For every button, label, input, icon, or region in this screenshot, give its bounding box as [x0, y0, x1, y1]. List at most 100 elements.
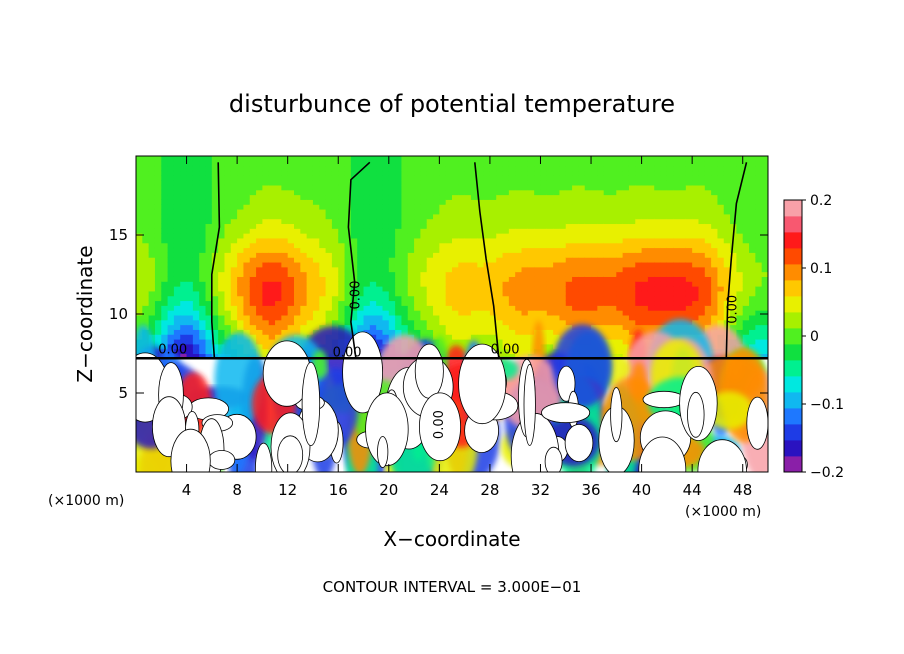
heatmap-cell	[338, 213, 346, 220]
heatmap-cell	[464, 300, 472, 306]
heatmap-cell	[755, 208, 763, 215]
heatmap-cell	[350, 310, 358, 316]
heatmap-cell	[610, 189, 617, 196]
heatmap-cell	[483, 324, 491, 330]
heatmap-cell	[584, 305, 592, 311]
heatmap-cell	[445, 266, 453, 273]
heatmap-cell	[192, 237, 200, 244]
heatmap-cell	[534, 218, 542, 225]
heatmap-cell	[635, 233, 643, 239]
heatmap-cell	[148, 329, 156, 335]
heatmap-cell	[205, 184, 213, 191]
heatmap-cell	[325, 237, 333, 244]
heatmap-cell	[180, 266, 188, 273]
heatmap-cell	[515, 310, 523, 316]
heatmap-cell	[205, 329, 213, 335]
heatmap-cell	[148, 276, 156, 282]
heatmap-cell	[319, 194, 327, 200]
heatmap-cell	[470, 261, 478, 268]
heatmap-cell	[192, 184, 200, 191]
heatmap-cell	[628, 165, 636, 172]
heatmap-cell	[603, 208, 611, 215]
heatmap-cell	[300, 252, 308, 258]
heatmap-cell	[414, 180, 421, 186]
heatmap-cell	[736, 276, 744, 282]
heatmap-cell	[395, 233, 403, 239]
heatmap-cell	[180, 286, 188, 292]
heatmap-cell	[426, 324, 434, 330]
heatmap-cell	[515, 305, 523, 311]
heatmap-cell	[470, 314, 478, 321]
heatmap-cell	[610, 305, 617, 311]
heatmap-cell	[666, 281, 674, 287]
heatmap-cell	[584, 175, 592, 181]
heatmap-cell	[559, 281, 567, 287]
heatmap-cell	[230, 194, 238, 200]
heatmap-cell	[534, 184, 542, 191]
heatmap-cell	[300, 271, 308, 277]
heatmap-cell	[749, 334, 756, 340]
heatmap-cell	[294, 281, 301, 287]
heatmap-cell	[211, 237, 219, 244]
zero-contour-line	[725, 162, 748, 359]
heatmap-cell	[256, 228, 263, 234]
heatmap-cell	[515, 314, 523, 321]
heatmap-cell	[420, 160, 428, 167]
heatmap-cell	[698, 218, 706, 225]
heatmap-cell	[218, 290, 226, 297]
heatmap-cell	[439, 175, 447, 181]
contour-interval-footer: CONTOUR INTERVAL = 3.000E−01	[323, 578, 582, 596]
heatmap-cell	[527, 218, 535, 225]
heatmap-cell	[237, 189, 245, 196]
heatmap-cell	[546, 175, 554, 181]
heatmap-cell	[527, 223, 535, 229]
heatmap-cell	[540, 175, 548, 181]
heatmap-cell	[723, 175, 731, 181]
heatmap-cell	[717, 199, 725, 205]
heatmap-cell	[414, 324, 421, 330]
heatmap-cell	[218, 266, 226, 273]
heatmap-cell	[515, 257, 523, 263]
heatmap-cell	[698, 310, 706, 316]
heatmap-cell	[148, 160, 156, 167]
heatmap-cell	[243, 194, 251, 200]
heatmap-cell	[508, 160, 516, 167]
heatmap-cell	[628, 276, 636, 282]
heatmap-cell	[325, 257, 333, 263]
heatmap-cell	[218, 338, 226, 345]
heatmap-cell	[180, 237, 188, 244]
heatmap-cell	[395, 324, 403, 330]
heatmap-cell	[249, 310, 257, 316]
heatmap-cell	[414, 208, 421, 215]
heatmap-cell	[584, 310, 592, 316]
heatmap-cell	[262, 237, 270, 244]
heatmap-cell	[736, 334, 744, 340]
heatmap-cell	[679, 242, 687, 249]
heatmap-cell	[325, 199, 333, 205]
heatmap-cell	[388, 319, 396, 326]
heatmap-cell	[136, 223, 143, 229]
heatmap-cell	[755, 329, 763, 335]
heatmap-cell	[610, 160, 617, 167]
heatmap-cell	[616, 329, 624, 335]
heatmap-cell	[294, 223, 301, 229]
heatmap-cell	[281, 295, 289, 302]
heatmap-cell	[616, 324, 624, 330]
heatmap-cell	[635, 305, 643, 311]
heatmap-cell	[464, 194, 472, 200]
heatmap-cell	[559, 314, 567, 321]
heatmap-cell	[237, 314, 245, 321]
heatmap-cell	[300, 189, 308, 196]
heatmap-cell	[610, 281, 617, 287]
heatmap-cell	[407, 319, 415, 326]
heatmap-cell	[319, 156, 327, 162]
heatmap-cell	[470, 290, 478, 297]
heatmap-cell	[464, 156, 472, 162]
heatmap-cell	[496, 343, 504, 350]
heatmap-cell	[142, 184, 150, 191]
heatmap-cell	[439, 213, 447, 220]
heatmap-cell	[477, 247, 485, 253]
heatmap-cell	[458, 300, 466, 306]
heatmap-cell	[300, 194, 308, 200]
heatmap-cell	[698, 194, 706, 200]
